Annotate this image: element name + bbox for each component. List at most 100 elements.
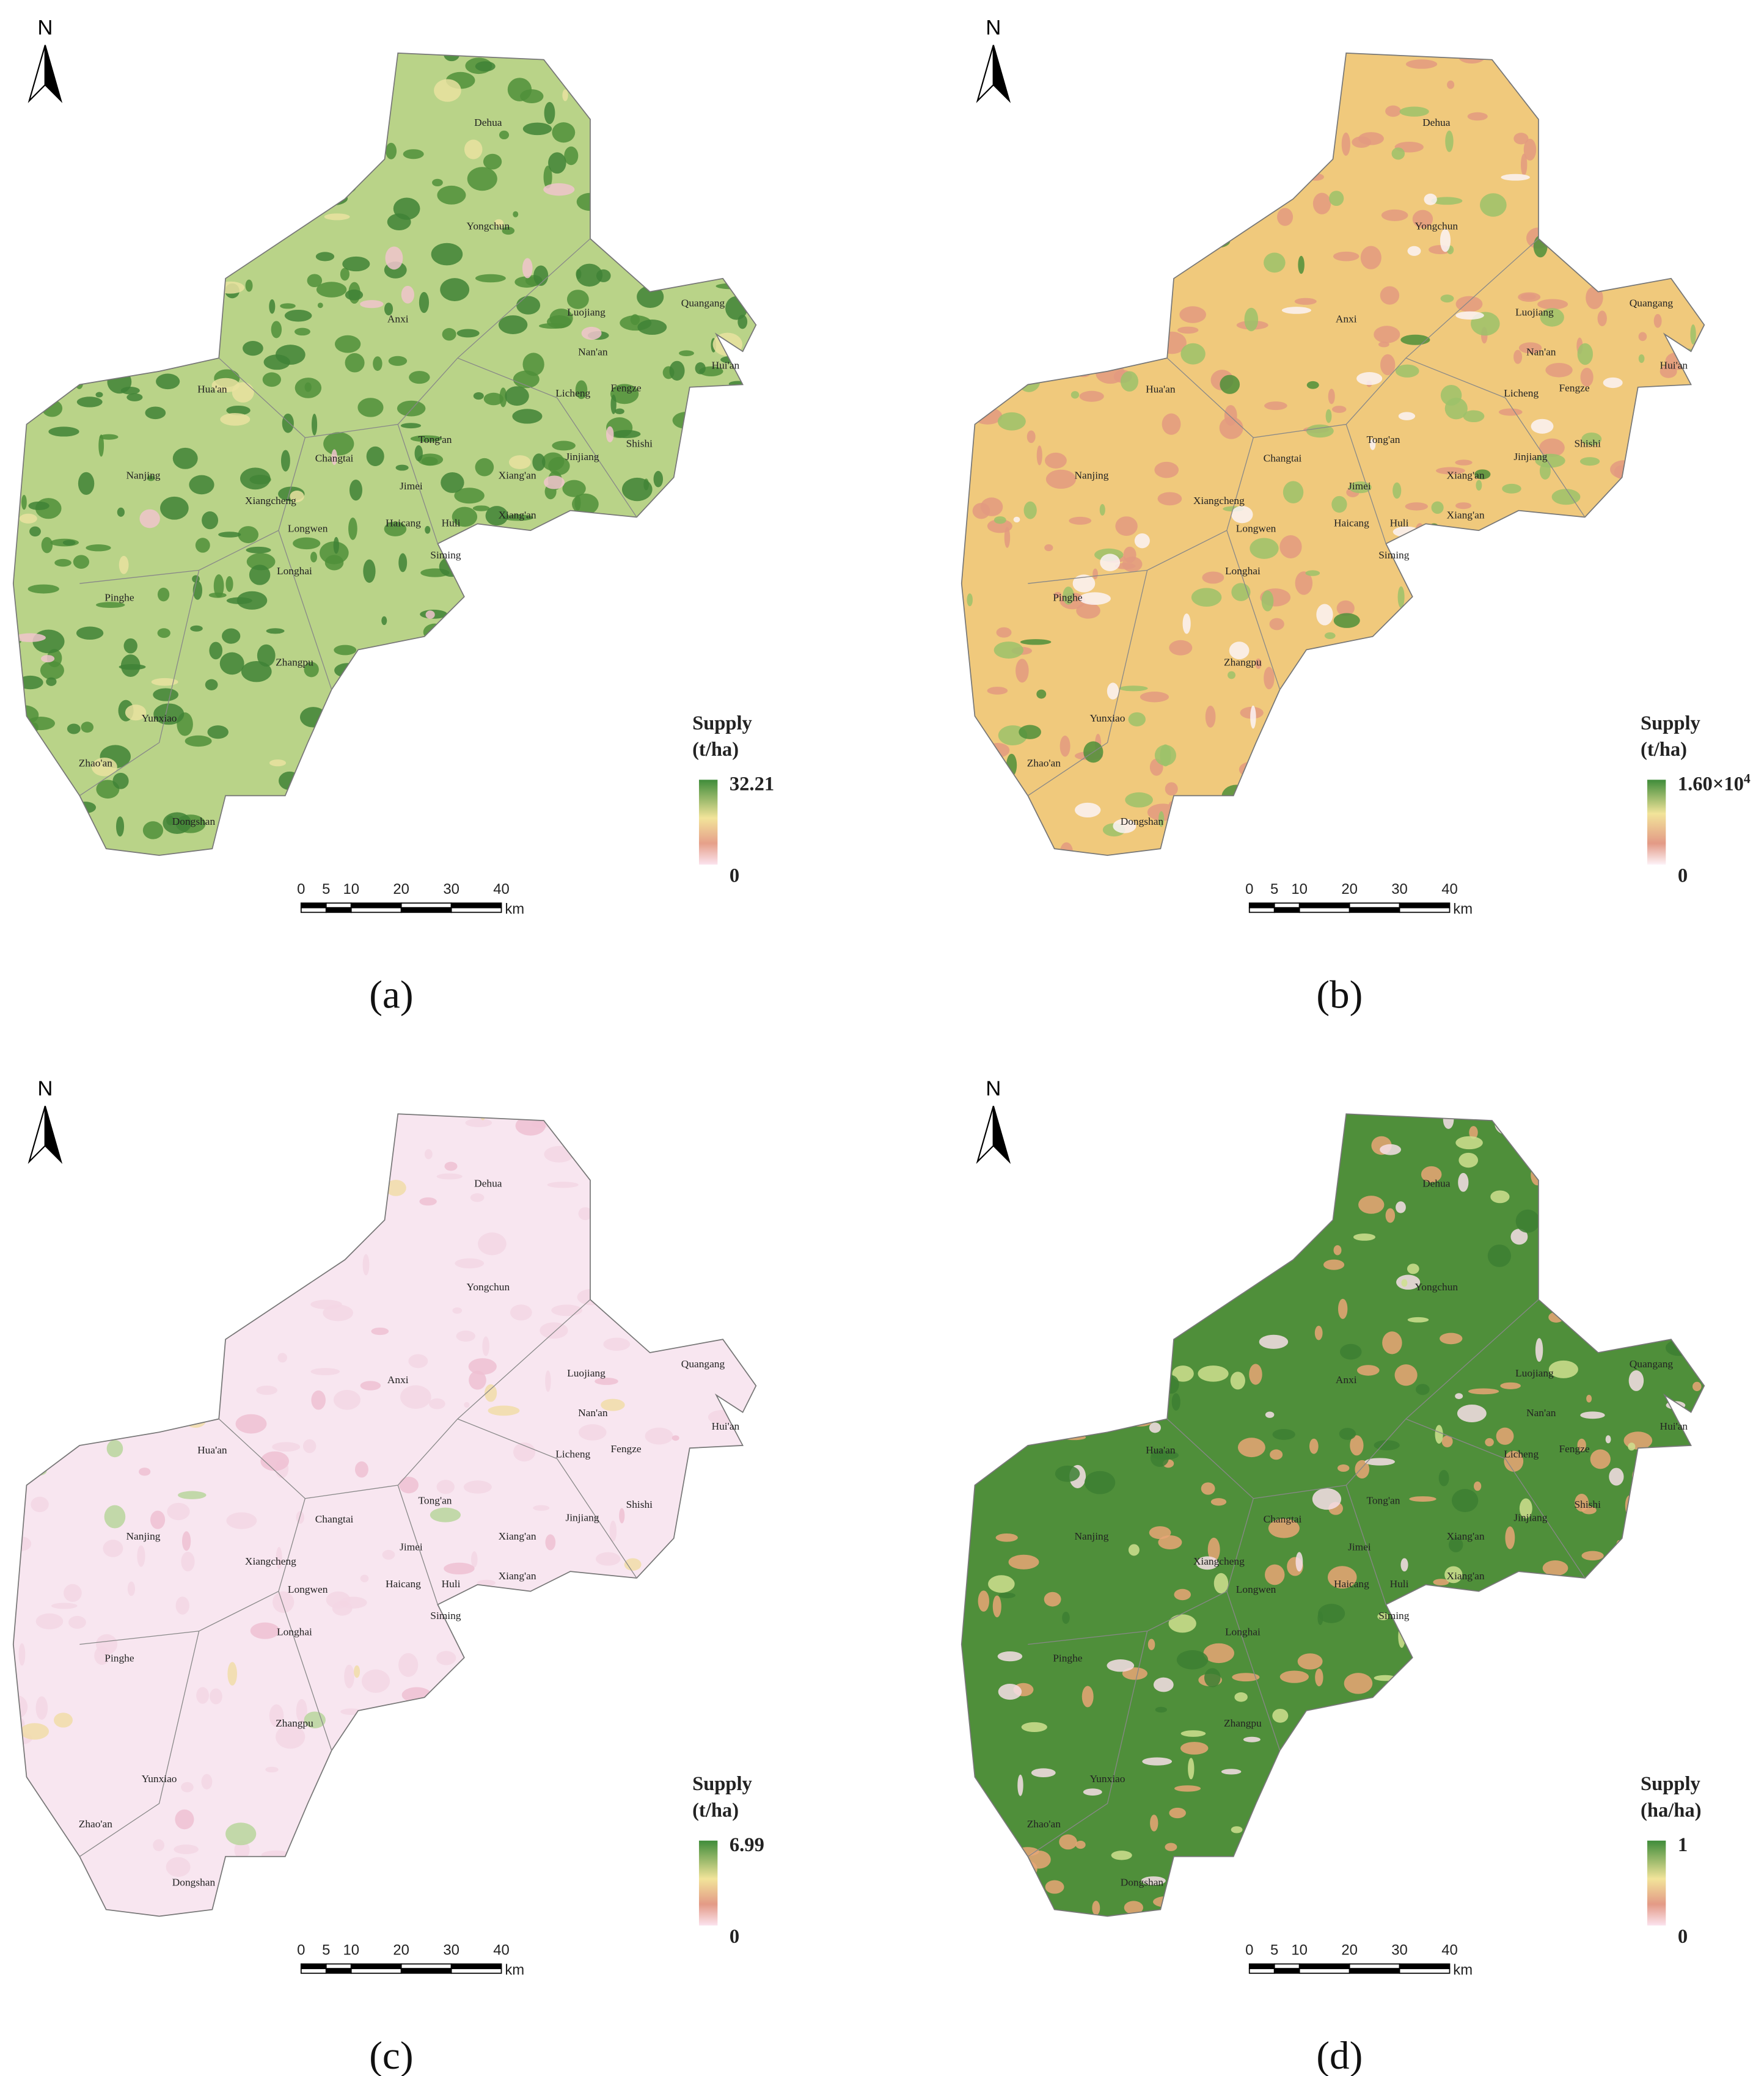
place-name: Siming bbox=[1378, 549, 1409, 561]
raster-patch bbox=[1082, 1243, 1091, 1266]
raster-patch bbox=[617, 60, 647, 79]
scale-segment bbox=[1399, 1968, 1451, 1974]
raster-patch bbox=[572, 493, 599, 515]
raster-patch bbox=[119, 664, 146, 670]
raster-patch bbox=[1465, 669, 1483, 693]
raster-patch bbox=[1463, 410, 1485, 423]
raster-patch bbox=[1498, 408, 1523, 416]
raster-patch bbox=[436, 1480, 455, 1494]
raster-patch bbox=[557, 585, 582, 591]
raster-patch bbox=[225, 576, 233, 592]
raster-patch bbox=[126, 393, 143, 401]
raster-patch bbox=[1409, 1496, 1436, 1502]
raster-patch bbox=[607, 108, 618, 119]
raster-patch bbox=[273, 1591, 295, 1614]
raster-patch bbox=[1149, 1422, 1161, 1433]
raster-patch bbox=[1440, 1763, 1462, 1780]
raster-patch bbox=[27, 584, 59, 594]
legend-min: 0 bbox=[730, 864, 739, 886]
raster-patch bbox=[179, 1144, 192, 1163]
raster-patch bbox=[524, 538, 530, 550]
raster-patch bbox=[1616, 587, 1644, 595]
raster-patch bbox=[1686, 1698, 1705, 1708]
raster-patch bbox=[1093, 1210, 1111, 1229]
raster-patch bbox=[68, 226, 91, 243]
raster-patch bbox=[477, 1579, 496, 1586]
legend-gradient bbox=[698, 1840, 718, 1926]
north-arrow-left bbox=[976, 1105, 994, 1164]
place-name: Zhangpu bbox=[1224, 657, 1262, 668]
raster-patch bbox=[1034, 1194, 1058, 1211]
raster-patch bbox=[1385, 1872, 1401, 1882]
raster-patch bbox=[412, 1880, 427, 1902]
raster-patch bbox=[1581, 432, 1602, 446]
raster-patch bbox=[1041, 1386, 1055, 1406]
raster-patch bbox=[388, 356, 408, 366]
raster-patch bbox=[266, 628, 285, 634]
raster-patch bbox=[207, 725, 229, 739]
raster-patch bbox=[157, 628, 170, 638]
raster-patch bbox=[1500, 533, 1509, 544]
place-name: Jimei bbox=[1348, 480, 1371, 492]
raster-patch bbox=[601, 1398, 625, 1411]
raster-patch bbox=[290, 490, 304, 502]
raster-patch bbox=[698, 476, 730, 498]
raster-patch bbox=[1149, 1526, 1171, 1540]
raster-patch bbox=[668, 1274, 696, 1282]
raster-patch bbox=[686, 64, 716, 75]
raster-patch bbox=[737, 428, 750, 444]
raster-patch bbox=[386, 1180, 406, 1196]
raster-patch bbox=[671, 592, 686, 612]
raster-patch bbox=[1070, 186, 1097, 194]
raster-patch bbox=[202, 511, 219, 530]
raster-patch bbox=[362, 1145, 373, 1155]
place-name: Xiangcheng bbox=[1193, 1555, 1245, 1567]
raster-patch bbox=[1546, 1874, 1576, 1883]
raster-patch bbox=[1174, 1149, 1182, 1160]
raster-patch bbox=[1316, 604, 1333, 626]
raster-patch bbox=[216, 281, 245, 294]
raster-patch bbox=[1628, 834, 1645, 853]
place-name: Zhao'an bbox=[79, 758, 113, 769]
raster-patch bbox=[1013, 516, 1020, 523]
raster-patch bbox=[1220, 1117, 1233, 1130]
region-outline bbox=[961, 52, 1705, 856]
raster-patch bbox=[333, 536, 339, 554]
scale-segment bbox=[1399, 1963, 1451, 1970]
raster-patch bbox=[1518, 292, 1541, 302]
raster-patch bbox=[464, 1402, 470, 1408]
raster-patch bbox=[385, 246, 403, 270]
raster-patch bbox=[51, 1603, 78, 1609]
raster-patch bbox=[1201, 1482, 1215, 1495]
place-name: Longhai bbox=[1225, 1626, 1261, 1637]
place-name: Zhao'an bbox=[1027, 758, 1061, 769]
raster-patch bbox=[97, 1372, 104, 1396]
region-fill bbox=[13, 53, 756, 856]
raster-patch bbox=[334, 645, 357, 656]
raster-patch bbox=[441, 472, 464, 493]
raster-patch bbox=[1002, 204, 1023, 223]
raster-patch bbox=[566, 290, 589, 309]
raster-patch bbox=[1380, 753, 1389, 762]
raster-patch bbox=[1281, 307, 1311, 314]
raster-patch bbox=[1128, 1544, 1140, 1556]
raster-patch bbox=[515, 1116, 546, 1136]
scale-segment bbox=[1349, 1968, 1400, 1974]
raster-patch bbox=[1662, 1287, 1685, 1310]
raster-patch bbox=[545, 1370, 551, 1392]
raster-patch bbox=[1519, 1498, 1532, 1519]
raster-patch bbox=[1431, 501, 1444, 514]
legend-max: 1.60×104 bbox=[1678, 772, 1751, 795]
raster-patch bbox=[28, 1466, 47, 1476]
raster-patch bbox=[1165, 1843, 1177, 1851]
raster-patch bbox=[153, 240, 181, 248]
scale-segment bbox=[1248, 902, 1275, 908]
scale-tick-label: 10 bbox=[1291, 881, 1308, 897]
raster-patch bbox=[1004, 527, 1011, 548]
raster-patch bbox=[20, 222, 37, 246]
legend-gradient bbox=[1647, 780, 1666, 865]
raster-patch bbox=[96, 602, 125, 609]
place-name: Longwen bbox=[288, 1584, 328, 1595]
raster-patch bbox=[1204, 1668, 1221, 1687]
raster-patch bbox=[1396, 1274, 1421, 1290]
